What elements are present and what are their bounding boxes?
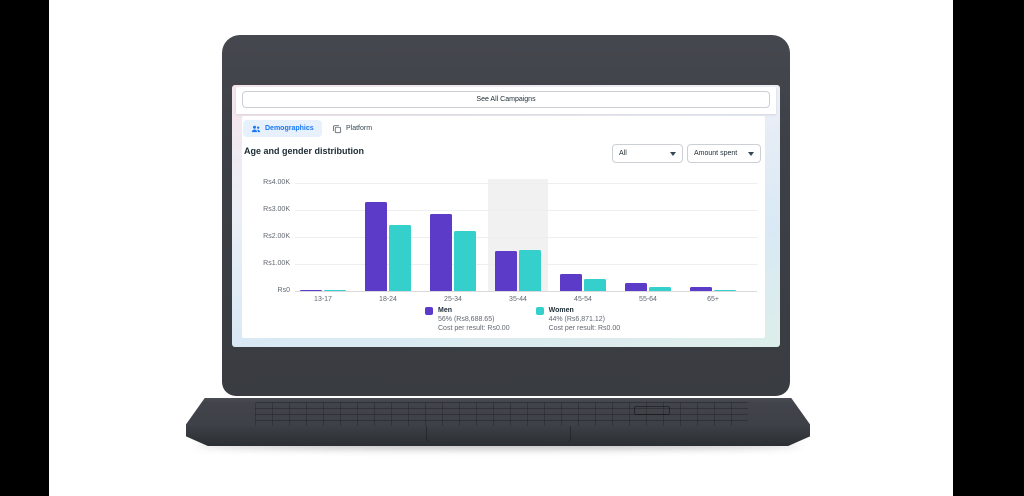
bar-women-18-24 — [389, 225, 411, 291]
legend-text: Women 44% (Rs6,871.12) Cost per result: Rs… — [549, 306, 621, 333]
gridline — [295, 183, 757, 184]
right-black-bar — [953, 0, 1024, 496]
legend-text: Men 56% (Rs8,688.65) Cost per result: Rs0.… — [438, 306, 510, 333]
x-axis-tick-label: 25-34 — [444, 296, 462, 303]
chevron-down-icon — [748, 151, 754, 156]
x-axis-tick-label: 18-24 — [379, 296, 397, 303]
bar-men-45-54 — [560, 274, 582, 291]
bar-men-13-17 — [300, 290, 322, 291]
legend-item-men: Men 56% (Rs8,688.65) Cost per result: Rs0.… — [425, 306, 510, 333]
bar-men-25-34 — [430, 214, 452, 291]
see-all-campaigns-button[interactable]: See All Campaigns — [242, 91, 770, 108]
y-axis-tick-label: Rs3.00K — [263, 206, 290, 213]
chart-legend: Men 56% (Rs8,688.65) Cost per result: Rs0.… — [425, 306, 620, 333]
legend-series-name: Women — [548, 307, 574, 314]
metric-select-value: Amount spent — [694, 150, 738, 157]
legend-cost-label: Cost per result: Rs0.00 — [438, 325, 510, 332]
tab-demographics-label: Demographics — [265, 125, 314, 132]
scope-select[interactable]: All — [612, 144, 683, 163]
left-black-bar — [0, 0, 49, 496]
legend-swatch-men — [425, 307, 433, 315]
x-axis-tick-label: 45-54 — [574, 296, 592, 303]
legend-cost-label: Cost per result: Rs0.00 — [548, 325, 621, 332]
x-axis-tick-label: 35-44 — [509, 296, 527, 303]
bar-men-55-64 — [625, 283, 647, 291]
x-axis-tick-label: 55-64 — [639, 296, 657, 303]
laptop-lid: See All Campaigns Demographics — [222, 35, 790, 396]
people-icon — [251, 124, 261, 134]
tab-platform[interactable]: Platform — [324, 120, 380, 137]
legend-share-label: 56% (Rs8,688.65) — [438, 316, 495, 323]
bar-women-65+ — [714, 290, 736, 291]
y-axis-tick-label: Rs1.00K — [263, 260, 290, 267]
tab-platform-label: Platform — [346, 125, 373, 132]
legend-swatch-women — [535, 307, 544, 315]
y-axis-tick-label: Rs4.00K — [263, 179, 290, 186]
x-axis-tick-label: 65+ — [707, 296, 719, 303]
x-axis-tick-label: 13-17 — [314, 296, 332, 303]
legend-share-label: 44% (Rs6,871.12) — [548, 316, 606, 323]
legend-item-women: Women 44% (Rs6,871.12) Cost per result: Rs… — [535, 306, 621, 333]
y-axis-tick-label: Rs2.00K — [263, 233, 290, 240]
demographics-card: Demographics Platform Age and gender dis… — [242, 116, 765, 338]
bar-men-18-24 — [365, 202, 387, 291]
metric-select[interactable]: Amount spent — [687, 144, 761, 163]
gridline — [295, 210, 757, 211]
enter-key — [634, 406, 670, 415]
platform-icon — [332, 124, 342, 134]
gridline — [295, 291, 757, 292]
bar-women-35-44 — [519, 250, 541, 291]
tab-demographics[interactable]: Demographics — [243, 120, 322, 137]
chart-title: Age and gender distribution — [244, 146, 365, 156]
campaigns-header-bar: See All Campaigns — [236, 87, 776, 114]
scope-select-value: All — [619, 150, 627, 157]
bar-women-13-17 — [324, 290, 346, 291]
keyboard — [255, 402, 748, 426]
bar-chart: Rs4.00K Rs3.00K Rs2.00K Rs1.00K Rs0 13-17 18-2… — [242, 179, 765, 313]
bar-men-35-44 — [495, 251, 517, 291]
gridline — [295, 237, 757, 238]
laptop-screen: See All Campaigns Demographics — [232, 85, 780, 347]
bar-women-25-34 — [454, 231, 476, 291]
laptop-base — [186, 398, 810, 446]
y-axis-tick-label: Rs0 — [277, 287, 290, 294]
bar-women-45-54 — [584, 279, 606, 291]
bar-men-65+ — [690, 287, 712, 291]
chevron-down-icon — [670, 151, 676, 156]
trackpad — [426, 426, 571, 442]
legend-series-name: Men — [438, 307, 452, 314]
bar-women-55-64 — [649, 287, 671, 291]
